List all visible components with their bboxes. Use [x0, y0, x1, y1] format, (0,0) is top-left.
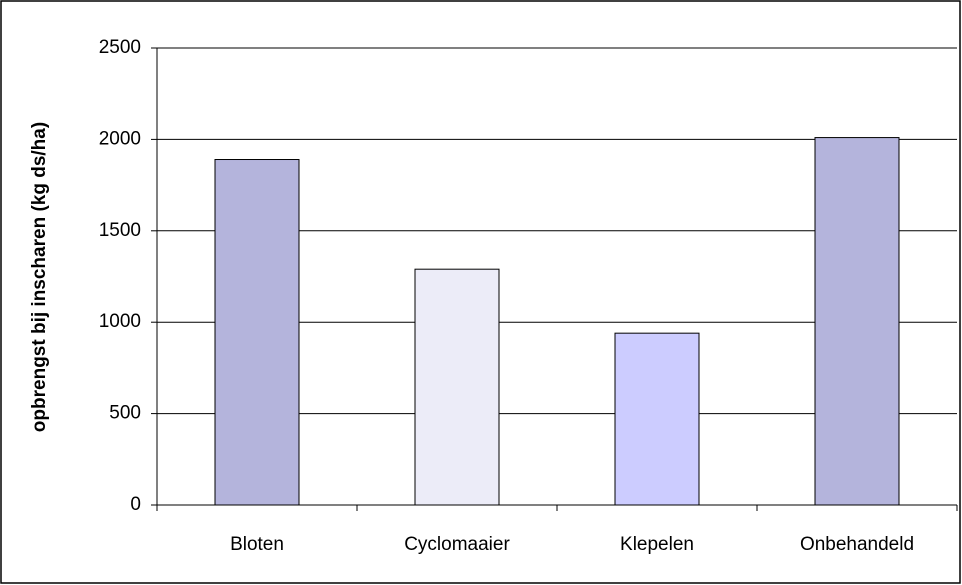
- x-tick-label: Bloten: [230, 534, 284, 555]
- x-tick-label: Klepelen: [620, 534, 694, 555]
- y-tick-label: 500: [109, 403, 141, 424]
- x-tick-label: Cyclomaaier: [404, 534, 510, 555]
- y-axis-label: opbrengst bij inscharen (kg ds/ha): [29, 122, 50, 432]
- bar: [214, 159, 300, 506]
- y-tick-label: 2000: [99, 128, 141, 149]
- x-tick-label: Onbehandeld: [800, 534, 914, 555]
- y-tick-label: 2500: [99, 37, 141, 58]
- bar: [414, 268, 500, 506]
- y-tick-label: 1500: [99, 220, 141, 241]
- y-tick-label: 1000: [99, 311, 141, 332]
- bar: [814, 137, 900, 506]
- bar: [614, 332, 700, 506]
- y-tick-label: 0: [130, 494, 141, 515]
